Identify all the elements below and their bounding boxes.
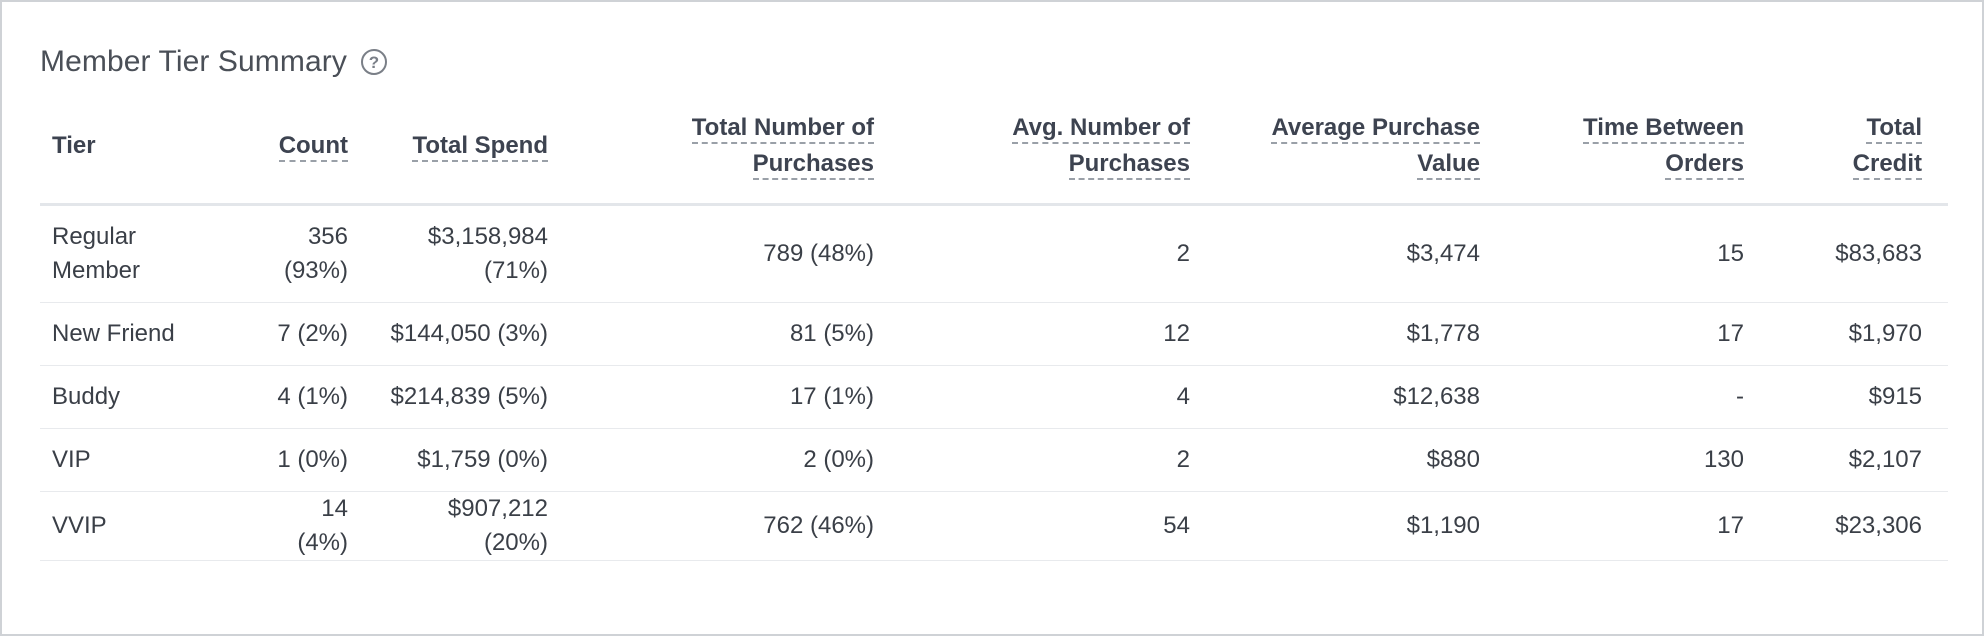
table-row: Buddy 4 (1%) $214,839 (5%) 17 (1%) 4 $12…	[40, 365, 1948, 429]
column-header-total-credit[interactable]: Total Credit	[1770, 90, 1948, 206]
cell-tier: VIP	[40, 428, 252, 492]
column-header-label[interactable]: Total Spend	[412, 132, 548, 163]
cell-tier: VVIP	[40, 491, 252, 561]
column-header-label[interactable]: Count	[278, 132, 348, 163]
cell-total-credit: $915	[1770, 365, 1948, 429]
cell-avg-purchase-value: $12,638	[1216, 365, 1506, 429]
table-row: VIP 1 (0%) $1,759 (0%) 2 (0%) 2 $880 130…	[40, 428, 1948, 492]
cell-total-spend: $1,759 (0%)	[374, 428, 574, 492]
cell-total-purchases: 789 (48%)	[574, 204, 900, 303]
column-header-time-between-orders[interactable]: Time Between Orders	[1506, 90, 1770, 206]
cell-count: 356 (93%)	[252, 204, 374, 303]
cell-time-between-orders: -	[1506, 365, 1770, 429]
column-header-label[interactable]: Time Between Orders	[1583, 114, 1744, 181]
cell-count: 7 (2%)	[252, 302, 374, 366]
cell-total-purchases: 17 (1%)	[574, 365, 900, 429]
cell-total-credit: $23,306	[1770, 491, 1948, 561]
column-header-label[interactable]: Avg. Number of Purchases	[1012, 114, 1190, 181]
column-header-label[interactable]: Average Purchase Value	[1271, 114, 1480, 181]
cell-avg-purchases: 4	[900, 365, 1216, 429]
table-row: Regular Member 356 (93%) $3,158,984 (71%…	[40, 204, 1948, 303]
cell-avg-purchases: 2	[900, 204, 1216, 303]
cell-total-spend: $3,158,984 (71%)	[374, 204, 574, 303]
header-row: Tier Count Total Spend Total Number of P…	[40, 90, 1948, 206]
column-header-avg-purchase-value[interactable]: Average Purchase Value	[1216, 90, 1506, 206]
tier-table-container: Tier Count Total Spend Total Number of P…	[40, 90, 1948, 561]
cell-total-credit: $1,970	[1770, 302, 1948, 366]
cell-total-purchases: 81 (5%)	[574, 302, 900, 366]
cell-total-spend: $144,050 (3%)	[374, 302, 574, 366]
cell-time-between-orders: 130	[1506, 428, 1770, 492]
cell-avg-purchases: 54	[900, 491, 1216, 561]
cell-avg-purchases: 2	[900, 428, 1216, 492]
help-circle-icon[interactable]: ?	[360, 49, 387, 75]
column-header-label[interactable]: Total Number of Purchases	[691, 114, 874, 181]
column-header-total-spend[interactable]: Total Spend	[374, 90, 574, 206]
cell-time-between-orders: 17	[1506, 302, 1770, 366]
cell-count: 4 (1%)	[252, 365, 374, 429]
table-header: Tier Count Total Spend Total Number of P…	[40, 90, 1948, 206]
table-body: Regular Member 356 (93%) $3,158,984 (71%…	[40, 204, 1948, 561]
column-header-label[interactable]: Total Credit	[1852, 114, 1922, 181]
cell-count: 1 (0%)	[252, 428, 374, 492]
cell-total-spend: $214,839 (5%)	[374, 365, 574, 429]
cell-avg-purchase-value: $3,474	[1216, 204, 1506, 303]
cell-time-between-orders: 17	[1506, 491, 1770, 561]
column-header-total-purchases[interactable]: Total Number of Purchases	[574, 90, 900, 206]
cell-total-purchases: 762 (46%)	[574, 491, 900, 561]
cell-tier: New Friend	[40, 302, 252, 366]
table-row: New Friend 7 (2%) $144,050 (3%) 81 (5%) …	[40, 302, 1948, 366]
cell-avg-purchase-value: $1,778	[1216, 302, 1506, 366]
cell-total-credit: $2,107	[1770, 428, 1948, 492]
column-header-tier: Tier	[40, 90, 252, 206]
tier-summary-table: Tier Count Total Spend Total Number of P…	[40, 90, 1948, 561]
cell-avg-purchase-value: $1,190	[1216, 491, 1506, 561]
cell-total-purchases: 2 (0%)	[574, 428, 900, 492]
cell-avg-purchase-value: $880	[1216, 428, 1506, 492]
column-header-count[interactable]: Count	[252, 90, 374, 206]
card-header: Member Tier Summary ?	[40, 40, 387, 84]
cell-total-spend: $907,212 (20%)	[374, 491, 574, 561]
card-title: Member Tier Summary	[40, 45, 347, 78]
cell-tier: Regular Member	[40, 204, 252, 303]
cell-time-between-orders: 15	[1506, 204, 1770, 303]
column-header-label: Tier	[52, 132, 96, 160]
cell-avg-purchases: 12	[900, 302, 1216, 366]
cell-count: 14 (4%)	[252, 491, 374, 561]
table-row: VVIP 14 (4%) $907,212 (20%) 762 (46%) 54…	[40, 491, 1948, 561]
column-header-avg-purchases[interactable]: Avg. Number of Purchases	[900, 90, 1216, 206]
cell-tier: Buddy	[40, 365, 252, 429]
cell-total-credit: $83,683	[1770, 204, 1948, 303]
